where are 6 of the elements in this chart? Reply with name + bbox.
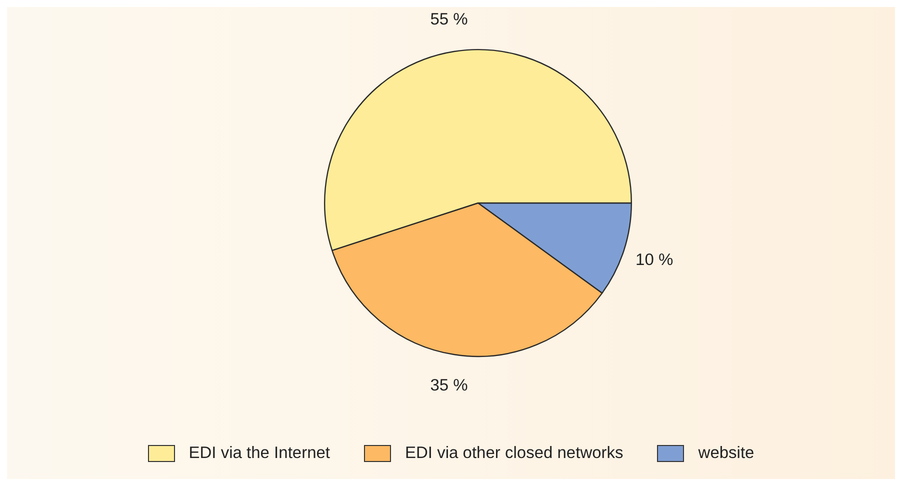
- legend-label: website: [698, 444, 754, 463]
- data-label: 35 %: [430, 376, 468, 395]
- data-label: 55 %: [430, 10, 468, 28]
- legend-label: EDI via the Internet: [188, 444, 330, 463]
- legend-label: EDI via other closed networks: [405, 444, 624, 463]
- data-label: 10 %: [636, 250, 674, 269]
